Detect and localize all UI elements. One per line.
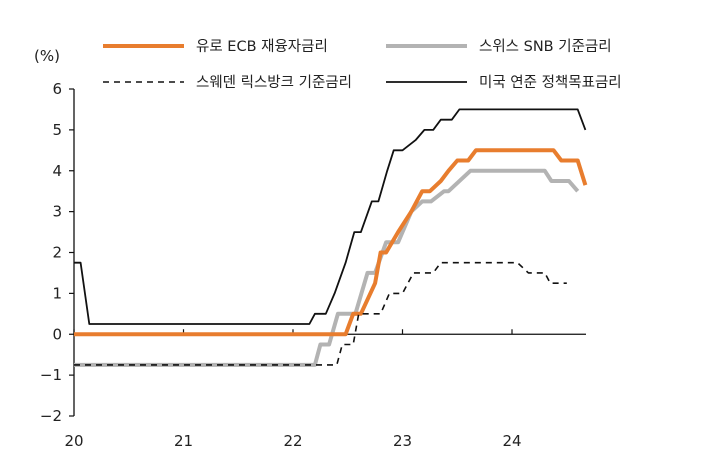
unit-label: (%) [34, 47, 60, 65]
x-tick-label: 22 [283, 432, 302, 450]
series-layer [74, 108, 588, 367]
series-line-2 [74, 261, 567, 366]
x-tick-label: 21 [174, 432, 193, 450]
y-tick-label: 0 [52, 325, 62, 343]
y-tick-label: −1 [40, 366, 62, 384]
x-tick-label: 20 [64, 432, 83, 450]
y-tick-label: 6 [52, 80, 62, 98]
legend-label-3: 미국 연준 정책목표금리 [479, 74, 622, 91]
y-tick-label: 1 [52, 284, 62, 302]
y-tick-label: 5 [52, 121, 62, 139]
y-axis: −2 −1 0 1 2 3 4 5 6 [40, 80, 75, 425]
y-tick-label: −2 [40, 407, 62, 425]
x-tick-label: 24 [502, 432, 521, 450]
series-line-3 [74, 108, 587, 325]
y-tick-label: 3 [52, 203, 62, 221]
legend-label-0: 유로 ECB 재융자금리 [196, 38, 328, 55]
legend-label-2: 스웨덴 릭스방크 기준금리 [196, 74, 352, 91]
y-tick-label: 4 [52, 162, 62, 180]
x-axis: 20 21 22 23 24 [64, 329, 586, 450]
series-line-0 [74, 148, 588, 337]
y-tick-label: 2 [52, 244, 62, 262]
legend-label-1: 스위스 SNB 기준금리 [479, 38, 612, 55]
x-tick-label: 23 [393, 432, 412, 450]
